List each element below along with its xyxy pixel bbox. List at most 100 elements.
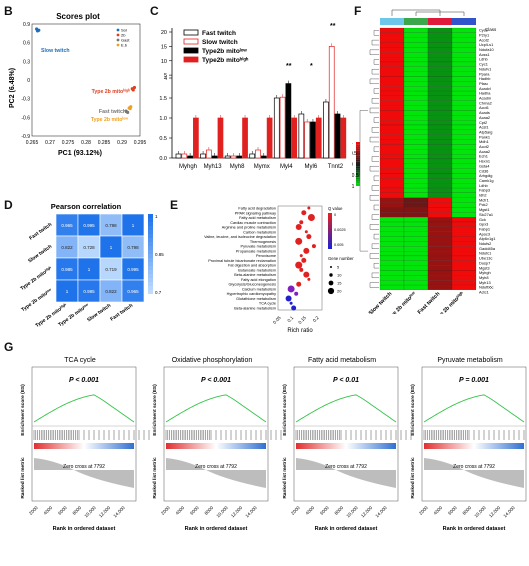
c-significance-mark: ** bbox=[286, 63, 292, 70]
f-heatmap-cell bbox=[451, 236, 477, 242]
f-heatmap-cell bbox=[403, 144, 429, 150]
f-class-bar bbox=[452, 18, 476, 25]
f-heatmap-cell bbox=[427, 76, 453, 82]
e-enrichment-dot bbox=[285, 295, 292, 302]
f-heatmap-cell bbox=[403, 178, 429, 184]
f-gene-label: Acadm bbox=[479, 96, 491, 101]
f-heatmap-cell bbox=[427, 110, 453, 116]
b-data-point bbox=[35, 29, 40, 33]
f-heatmap-cell bbox=[403, 270, 429, 276]
f-gene-label: Ndufs2 bbox=[479, 241, 491, 246]
e-pathway-label: Glycolysis/Gluconeogenesis bbox=[229, 283, 277, 287]
f-heatmap-cell bbox=[427, 139, 453, 145]
f-heatmap-cell bbox=[403, 197, 429, 203]
f-heatmap-cell bbox=[451, 32, 477, 38]
c-bar bbox=[181, 153, 188, 159]
c-bar bbox=[193, 117, 199, 159]
f-heatmap-cell bbox=[427, 246, 453, 252]
gsea-rank-colorbar bbox=[166, 443, 266, 449]
f-colorbar-segment bbox=[356, 164, 360, 167]
gsea-xlabel: Rank in ordered dataset bbox=[185, 526, 248, 532]
e-enrichment-dot bbox=[295, 261, 303, 269]
b-xtick-label: 0.275 bbox=[62, 140, 75, 146]
f-heatmap-cell bbox=[427, 105, 453, 111]
f-heatmap-cell bbox=[403, 139, 429, 145]
gsea-ylabel-bottom: Ranked list metric bbox=[282, 457, 288, 499]
f-heatmap-cell bbox=[451, 270, 477, 276]
f-colorbar-tick: 1 bbox=[352, 140, 353, 146]
f-heatmap-cell bbox=[379, 178, 405, 184]
b-legend-marker bbox=[116, 28, 120, 32]
f-heatmap-cell bbox=[403, 255, 429, 261]
gsea-ylabel-top: Enrichment score (ES) bbox=[20, 384, 26, 436]
b-legend-label: 2b bbox=[121, 33, 126, 38]
f-heatmap-cell bbox=[403, 47, 429, 53]
f-heatmap-cell bbox=[427, 115, 453, 121]
b-legend-marker bbox=[116, 33, 120, 37]
f-gene-label: Ldhb bbox=[479, 57, 488, 62]
d-colorbar-segment bbox=[148, 278, 153, 282]
f-heatmap-cell bbox=[451, 52, 477, 58]
f-heatmap-cell bbox=[451, 154, 477, 160]
f-gene-label: Acot2 bbox=[479, 144, 489, 149]
e-enrichment-dot bbox=[307, 214, 315, 222]
f-heatmap-cell bbox=[379, 173, 405, 179]
e-enrichment-dot bbox=[306, 234, 312, 240]
f-heatmap-cell bbox=[403, 124, 429, 130]
gsea-title: TCA cycle bbox=[64, 357, 96, 364]
e-pathway-label: Pyruvate metabolism bbox=[241, 245, 276, 249]
gsea-title: Fatty acid metabolism bbox=[308, 357, 376, 364]
f-heatmap-cell bbox=[403, 81, 429, 87]
gsea-pvalue: P < 0.001 bbox=[201, 377, 231, 384]
gsea-zero-cross: Zero cross at 7792 bbox=[453, 464, 495, 470]
f-heatmap-cell bbox=[451, 168, 477, 174]
f-gene-label: Acot2 bbox=[479, 37, 489, 42]
class-label: Class bbox=[485, 27, 497, 32]
f-heatmap-cell bbox=[451, 61, 477, 67]
b-legend-label: Gast bbox=[121, 38, 130, 43]
gsea-plot: TCA cycle P < 0.001 Zero cross at 7792 2000… bbox=[20, 357, 150, 532]
f-gene-label: Myh13 bbox=[479, 280, 491, 285]
gsea-enrichment-curve bbox=[295, 394, 397, 423]
f-heatmap-cell bbox=[427, 149, 453, 155]
f-gene-label: Myhgh bbox=[479, 270, 491, 275]
f-heatmap-cell bbox=[451, 158, 477, 164]
f-heatmap-cell bbox=[427, 71, 453, 77]
f-gene-label: Pank1 bbox=[479, 134, 490, 139]
f-colorbar-tick: 0 bbox=[352, 162, 353, 168]
f-heatmap-cell bbox=[451, 37, 477, 43]
c-ytick-label: 0.5 bbox=[159, 136, 167, 142]
c-bar bbox=[255, 149, 261, 159]
b-legend-marker bbox=[116, 43, 120, 47]
gsea-xtick-label: 14,000 bbox=[374, 505, 388, 519]
f-colorbar-segment bbox=[356, 168, 360, 171]
b-legend-label: Sol bbox=[121, 28, 127, 33]
f-gene-label: Fabp3 bbox=[479, 188, 490, 193]
f-heatmap-cell bbox=[427, 207, 453, 213]
f-heatmap-cell bbox=[379, 163, 405, 169]
c-bar bbox=[334, 113, 341, 159]
e-qvalue-colorbar-segment bbox=[328, 213, 332, 216]
f-gene-label: Atp5a/g bbox=[479, 129, 492, 134]
c-bar bbox=[285, 83, 292, 159]
gsea-ylabel-bottom: Ranked list metric bbox=[20, 457, 26, 499]
f-gene-label: Acads bbox=[479, 110, 490, 115]
b-ytick-label: -0.3 bbox=[21, 97, 30, 103]
b-xtick-label: 0.265 bbox=[26, 140, 39, 146]
f-heatmap-cell bbox=[403, 231, 429, 237]
d-colorbar-segment bbox=[148, 270, 153, 274]
e-qvalue-colorbar-segment bbox=[328, 246, 332, 249]
d-cell-label: 1 bbox=[88, 267, 91, 272]
f-heatmap-cell bbox=[451, 90, 477, 96]
gsea-ranked-metric bbox=[424, 458, 524, 488]
scores-plot-xlabel: PC1 (93.12%) bbox=[58, 150, 102, 157]
b-data-point bbox=[132, 85, 137, 90]
f-heatmap-cell bbox=[379, 207, 405, 213]
d-colorbar-segment bbox=[148, 218, 153, 222]
gsea-title: Oxidative phosphorylation bbox=[172, 357, 253, 364]
f-colorbar-segment bbox=[356, 150, 360, 153]
f-heatmap-cell bbox=[451, 81, 477, 87]
f-heatmap-cell bbox=[451, 217, 477, 223]
f-heatmap-cell bbox=[379, 52, 405, 58]
